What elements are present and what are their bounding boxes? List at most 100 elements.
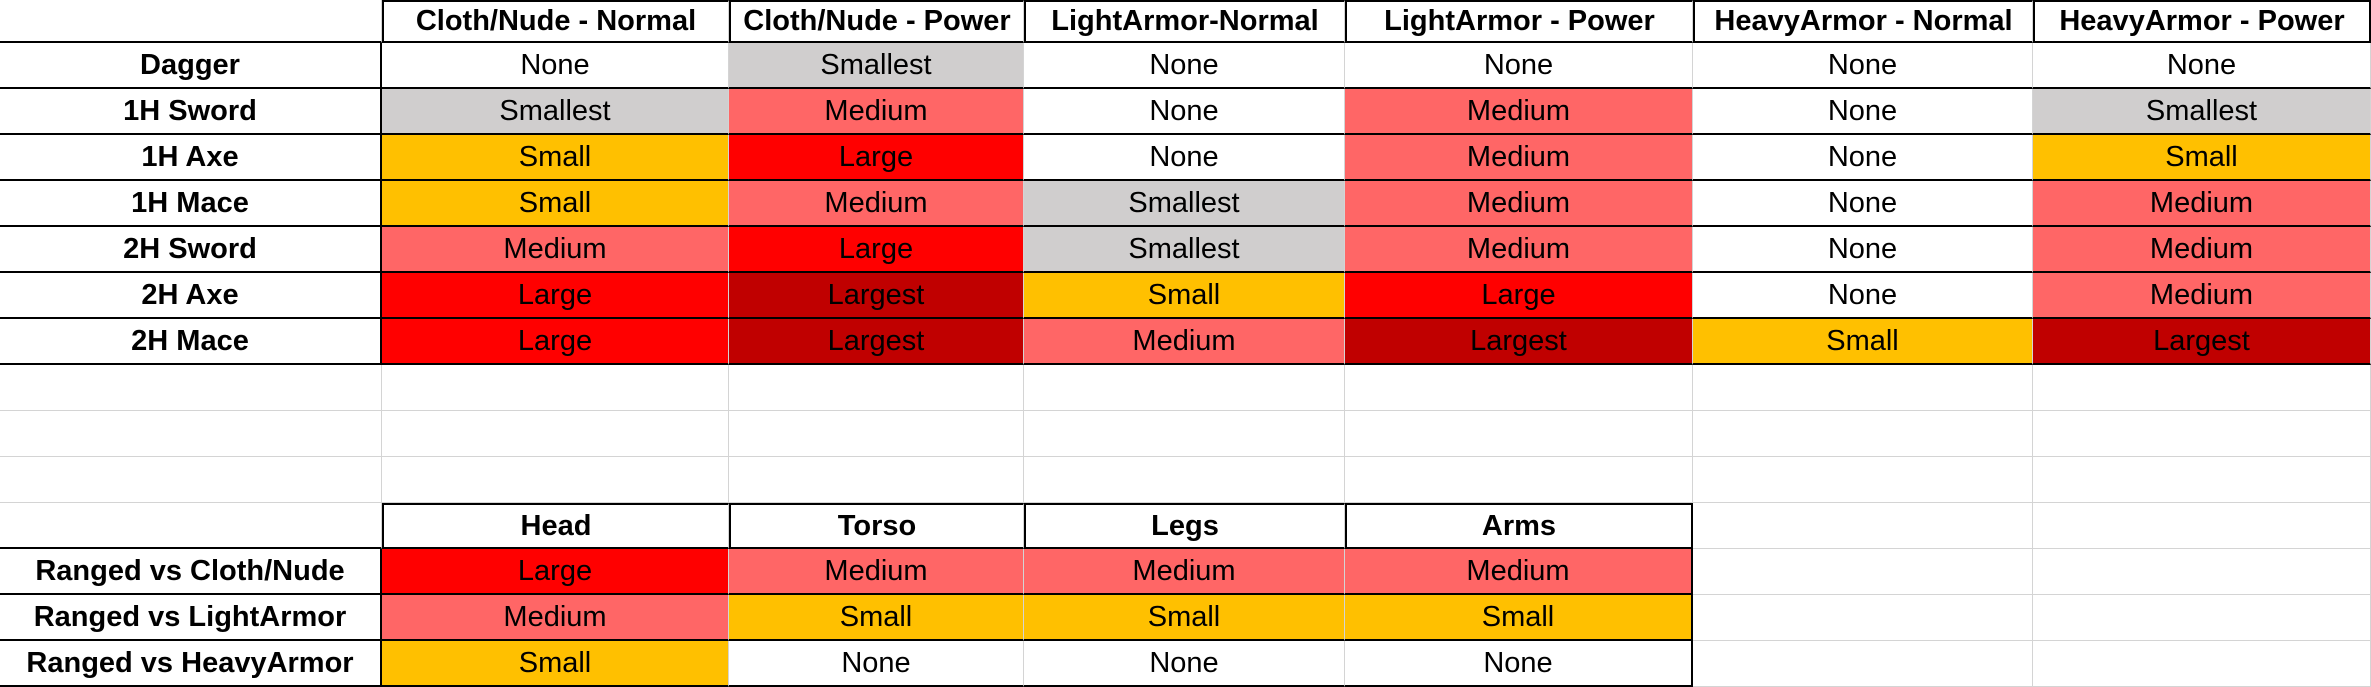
melee-cell-1h-mace-heavyarmor-power[interactable]: Medium <box>2033 181 2371 227</box>
melee-cell-2h-sword-cloth-nude-normal[interactable]: Medium <box>382 227 729 273</box>
melee-cell-1h-mace-lightarmor-power[interactable]: Medium <box>1345 181 1693 227</box>
ranged-header-torso[interactable]: Torso <box>729 503 1024 549</box>
melee-cell-2h-axe-lightarmor-power[interactable]: Large <box>1345 273 1693 319</box>
ranged-cell-ranged-vs-lightarmor-arms[interactable]: Small <box>1345 595 1693 641</box>
melee-cell-2h-axe-heavyarmor-normal[interactable]: None <box>1693 273 2033 319</box>
melee-cell-1h-sword-cloth-nude-normal[interactable]: Smallest <box>382 89 729 135</box>
ranged-row-header-ranged-vs-cloth-nude[interactable]: Ranged vs Cloth/Nude <box>0 549 382 595</box>
melee-header-lightarmor-normal[interactable]: LightArmor-Normal <box>1024 0 1345 43</box>
melee-corner-cell[interactable] <box>0 0 382 43</box>
melee-cell-2h-mace-lightarmor-power[interactable]: Largest <box>1345 319 1693 365</box>
melee-cell-1h-axe-cloth-nude-power[interactable]: Large <box>729 135 1024 181</box>
empty-cell[interactable] <box>1693 503 2033 549</box>
melee-cell-2h-mace-heavyarmor-power[interactable]: Largest <box>2033 319 2371 365</box>
melee-cell-dagger-cloth-nude-power[interactable]: Smallest <box>729 43 1024 89</box>
empty-cell[interactable] <box>1024 365 1345 411</box>
empty-cell[interactable] <box>729 365 1024 411</box>
melee-header-cloth-nude-normal[interactable]: Cloth/Nude - Normal <box>382 0 729 43</box>
ranged-cell-ranged-vs-heavyarmor-legs[interactable]: None <box>1024 641 1345 687</box>
melee-cell-2h-sword-lightarmor-power[interactable]: Medium <box>1345 227 1693 273</box>
melee-cell-dagger-lightarmor-power[interactable]: None <box>1345 43 1693 89</box>
ranged-cell-ranged-vs-heavyarmor-head[interactable]: Small <box>382 641 729 687</box>
melee-cell-2h-axe-cloth-nude-power[interactable]: Largest <box>729 273 1024 319</box>
melee-cell-dagger-lightarmor-normal[interactable]: None <box>1024 43 1345 89</box>
melee-cell-2h-sword-heavyarmor-normal[interactable]: None <box>1693 227 2033 273</box>
empty-cell[interactable] <box>2033 365 2371 411</box>
empty-cell[interactable] <box>2033 595 2371 641</box>
melee-row-header-2h-axe[interactable]: 2H Axe <box>0 273 382 319</box>
melee-cell-dagger-heavyarmor-power[interactable]: None <box>2033 43 2371 89</box>
melee-row-header-1h-axe[interactable]: 1H Axe <box>0 135 382 181</box>
empty-cell[interactable] <box>0 411 382 457</box>
melee-cell-1h-axe-heavyarmor-power[interactable]: Small <box>2033 135 2371 181</box>
melee-cell-2h-mace-heavyarmor-normal[interactable]: Small <box>1693 319 2033 365</box>
melee-cell-1h-axe-heavyarmor-normal[interactable]: None <box>1693 135 2033 181</box>
ranged-cell-ranged-vs-heavyarmor-arms[interactable]: None <box>1345 641 1693 687</box>
ranged-cell-ranged-vs-lightarmor-torso[interactable]: Small <box>729 595 1024 641</box>
melee-cell-1h-mace-lightarmor-normal[interactable]: Smallest <box>1024 181 1345 227</box>
melee-cell-2h-sword-lightarmor-normal[interactable]: Smallest <box>1024 227 1345 273</box>
empty-cell[interactable] <box>1024 457 1345 503</box>
melee-cell-1h-axe-cloth-nude-normal[interactable]: Small <box>382 135 729 181</box>
empty-cell[interactable] <box>382 411 729 457</box>
ranged-cell-ranged-vs-cloth-nude-torso[interactable]: Medium <box>729 549 1024 595</box>
melee-cell-2h-mace-cloth-nude-normal[interactable]: Large <box>382 319 729 365</box>
ranged-corner-cell[interactable] <box>0 503 382 549</box>
melee-cell-2h-mace-cloth-nude-power[interactable]: Largest <box>729 319 1024 365</box>
melee-header-lightarmor-power[interactable]: LightArmor - Power <box>1345 0 1693 43</box>
ranged-header-arms[interactable]: Arms <box>1345 503 1693 549</box>
ranged-cell-ranged-vs-lightarmor-legs[interactable]: Small <box>1024 595 1345 641</box>
empty-cell[interactable] <box>1345 411 1693 457</box>
melee-cell-1h-mace-heavyarmor-normal[interactable]: None <box>1693 181 2033 227</box>
melee-cell-1h-mace-cloth-nude-power[interactable]: Medium <box>729 181 1024 227</box>
ranged-row-header-ranged-vs-heavyarmor[interactable]: Ranged vs HeavyArmor <box>0 641 382 687</box>
empty-cell[interactable] <box>2033 641 2371 687</box>
empty-cell[interactable] <box>382 365 729 411</box>
melee-cell-2h-axe-heavyarmor-power[interactable]: Medium <box>2033 273 2371 319</box>
melee-cell-2h-sword-heavyarmor-power[interactable]: Medium <box>2033 227 2371 273</box>
empty-cell[interactable] <box>2033 457 2371 503</box>
melee-cell-1h-sword-lightarmor-normal[interactable]: None <box>1024 89 1345 135</box>
ranged-cell-ranged-vs-cloth-nude-arms[interactable]: Medium <box>1345 549 1693 595</box>
melee-header-heavyarmor-normal[interactable]: HeavyArmor - Normal <box>1693 0 2033 43</box>
ranged-header-head[interactable]: Head <box>382 503 729 549</box>
melee-cell-1h-axe-lightarmor-normal[interactable]: None <box>1024 135 1345 181</box>
empty-cell[interactable] <box>1693 411 2033 457</box>
melee-row-header-dagger[interactable]: Dagger <box>0 43 382 89</box>
empty-cell[interactable] <box>2033 503 2371 549</box>
empty-cell[interactable] <box>1693 641 2033 687</box>
empty-cell[interactable] <box>729 411 1024 457</box>
ranged-cell-ranged-vs-heavyarmor-torso[interactable]: None <box>729 641 1024 687</box>
melee-cell-1h-mace-cloth-nude-normal[interactable]: Small <box>382 181 729 227</box>
melee-cell-2h-mace-lightarmor-normal[interactable]: Medium <box>1024 319 1345 365</box>
melee-row-header-2h-mace[interactable]: 2H Mace <box>0 319 382 365</box>
melee-cell-dagger-heavyarmor-normal[interactable]: None <box>1693 43 2033 89</box>
melee-cell-2h-axe-lightarmor-normal[interactable]: Small <box>1024 273 1345 319</box>
empty-cell[interactable] <box>1345 457 1693 503</box>
empty-cell[interactable] <box>1693 595 2033 641</box>
melee-row-header-1h-sword[interactable]: 1H Sword <box>0 89 382 135</box>
ranged-cell-ranged-vs-lightarmor-head[interactable]: Medium <box>382 595 729 641</box>
empty-cell[interactable] <box>382 457 729 503</box>
empty-cell[interactable] <box>1693 365 2033 411</box>
ranged-cell-ranged-vs-cloth-nude-legs[interactable]: Medium <box>1024 549 1345 595</box>
melee-row-header-2h-sword[interactable]: 2H Sword <box>0 227 382 273</box>
ranged-cell-ranged-vs-cloth-nude-head[interactable]: Large <box>382 549 729 595</box>
melee-cell-1h-sword-cloth-nude-power[interactable]: Medium <box>729 89 1024 135</box>
melee-cell-1h-sword-heavyarmor-normal[interactable]: None <box>1693 89 2033 135</box>
melee-cell-2h-axe-cloth-nude-normal[interactable]: Large <box>382 273 729 319</box>
empty-cell[interactable] <box>1693 549 2033 595</box>
melee-row-header-1h-mace[interactable]: 1H Mace <box>0 181 382 227</box>
melee-cell-dagger-cloth-nude-normal[interactable]: None <box>382 43 729 89</box>
empty-cell[interactable] <box>0 365 382 411</box>
empty-cell[interactable] <box>1024 411 1345 457</box>
melee-cell-1h-axe-lightarmor-power[interactable]: Medium <box>1345 135 1693 181</box>
melee-cell-1h-sword-heavyarmor-power[interactable]: Smallest <box>2033 89 2371 135</box>
ranged-header-legs[interactable]: Legs <box>1024 503 1345 549</box>
empty-cell[interactable] <box>2033 411 2371 457</box>
empty-cell[interactable] <box>2033 549 2371 595</box>
empty-cell[interactable] <box>729 457 1024 503</box>
melee-header-cloth-nude-power[interactable]: Cloth/Nude - Power <box>729 0 1024 43</box>
empty-cell[interactable] <box>1693 457 2033 503</box>
ranged-row-header-ranged-vs-lightarmor[interactable]: Ranged vs LightArmor <box>0 595 382 641</box>
